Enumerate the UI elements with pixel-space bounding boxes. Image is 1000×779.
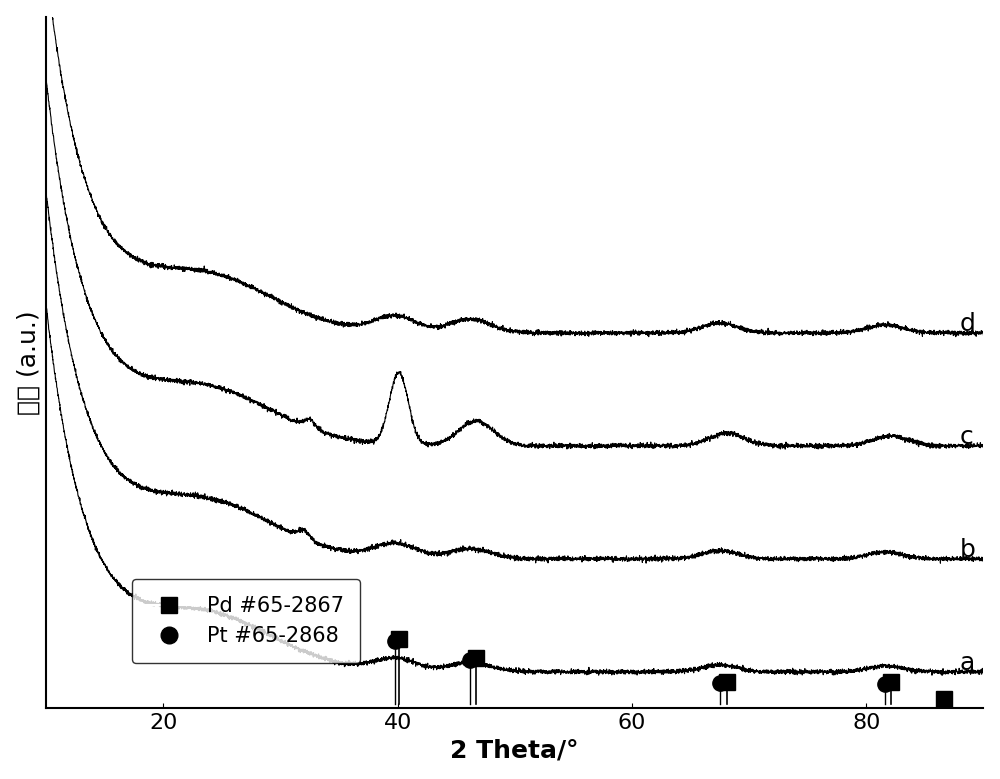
Text: d: d bbox=[960, 312, 976, 336]
X-axis label: 2 Theta/°: 2 Theta/° bbox=[450, 738, 579, 763]
Text: b: b bbox=[960, 538, 976, 562]
Text: a: a bbox=[960, 650, 975, 675]
Text: c: c bbox=[960, 425, 974, 449]
Y-axis label: 强度 (a.u.): 强度 (a.u.) bbox=[17, 310, 41, 414]
Legend: Pd #65-2867, Pt #65-2868: Pd #65-2867, Pt #65-2868 bbox=[132, 580, 360, 663]
